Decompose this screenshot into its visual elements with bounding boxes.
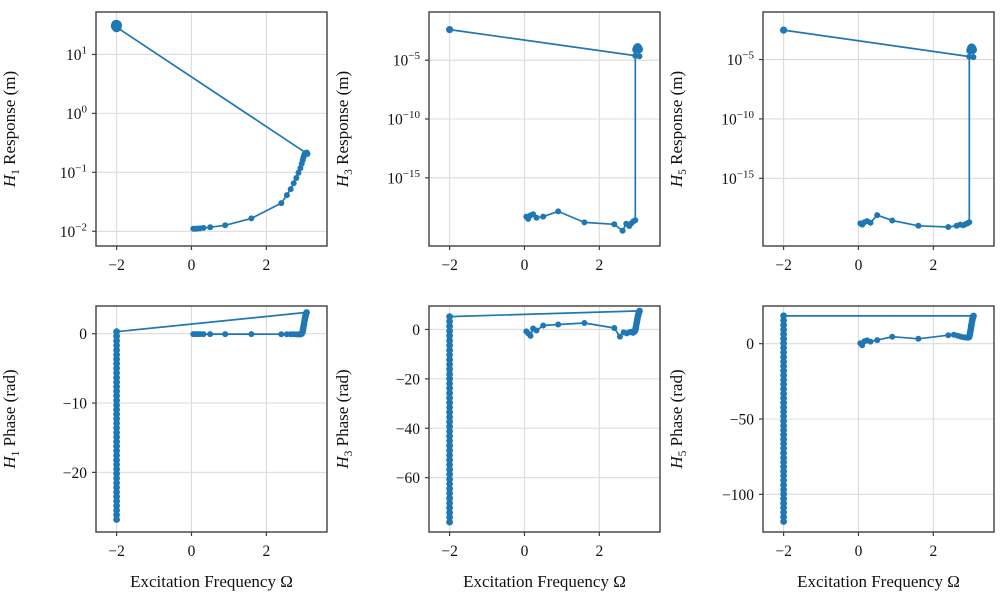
svg-text:−40: −40 [396,421,420,438]
svg-text:−50: −50 [730,412,754,429]
svg-text:2: 2 [929,543,937,560]
svg-text:0: 0 [855,543,863,560]
svg-text:2: 2 [929,257,937,274]
svg-text:−2: −2 [108,257,125,274]
svg-text:101: 101 [66,44,87,64]
svg-text:H1 Response (m): H1 Response (m) [0,71,22,188]
svg-text:10−10: 10−10 [387,109,420,129]
svg-text:0: 0 [521,257,529,274]
h3-response-chart: −2 0 2 10−5 10−10 10−15 H3 Response (m) [333,11,661,274]
svg-text:10−15: 10−15 [721,168,754,188]
svg-text:Excitation Frequency Ω: Excitation Frequency Ω [130,572,293,591]
svg-text:−20: −20 [396,371,420,388]
svg-text:10−1: 10−1 [60,162,87,182]
subplot-h5-response: −2 0 2 10−5 10−10 10−15 H5 Response (m) [667,0,1000,300]
svg-text:0: 0 [188,543,196,560]
svg-text:10−5: 10−5 [727,50,755,70]
svg-text:H5 Phase (rad): H5 Phase (rad) [667,369,689,469]
svg-text:2: 2 [262,257,270,274]
subplot-h3-response: −2 0 2 10−5 10−10 10−15 H3 Response (m) [333,0,666,300]
svg-text:Excitation Frequency Ω: Excitation Frequency Ω [797,572,960,591]
svg-text:−2: −2 [775,543,792,560]
svg-text:0: 0 [746,336,754,353]
svg-text:−100: −100 [722,487,754,504]
svg-text:H3 Response (m): H3 Response (m) [333,71,355,188]
subplot-h1-phase: −2 0 2 0 −10 −20 H1 Phase (rad) Excitation Freq… [0,300,333,600]
subplot-h5-phase: −2 0 2 0 −50 −100 H5 Phase (rad) Excitation Fre… [667,300,1000,600]
svg-text:10−2: 10−2 [60,221,87,241]
h5-phase-chart: −2 0 2 0 −50 −100 H5 Phase (rad) Excitation Fre… [667,305,995,591]
subplot-h3-phase: −2 0 2 0 −20 −40 −60 H3 Phase (rad) Excitation F… [333,300,666,600]
svg-text:2: 2 [595,257,603,274]
svg-text:−2: −2 [108,543,125,560]
svg-text:0: 0 [412,322,420,339]
svg-text:Excitation Frequency Ω: Excitation Frequency Ω [463,572,626,591]
h1-response-chart: −2 0 2 101 100 10−1 10−2 H1 Response (m) [0,11,328,274]
subplot-h1-response: −2 0 2 101 100 10−1 10−2 H1 Response (m) [0,0,333,300]
svg-text:−20: −20 [63,465,87,482]
svg-text:H5 Response (m): H5 Response (m) [667,71,689,188]
svg-text:0: 0 [188,257,196,274]
svg-text:H3 Phase (rad): H3 Phase (rad) [333,369,355,469]
svg-text:100: 100 [66,103,88,123]
svg-text:0: 0 [79,326,87,343]
svg-text:−10: −10 [63,396,87,413]
svg-text:10−15: 10−15 [387,168,420,188]
h5-response-chart: −2 0 2 10−5 10−10 10−15 H5 Response (m) [667,11,995,274]
svg-text:H1 Phase (rad): H1 Phase (rad) [0,369,22,469]
svg-text:10−5: 10−5 [393,50,421,70]
svg-text:−2: −2 [441,257,458,274]
svg-text:0: 0 [521,543,529,560]
svg-text:−60: −60 [396,470,420,487]
svg-text:−2: −2 [775,257,792,274]
svg-text:0: 0 [855,257,863,274]
svg-text:−2: −2 [441,543,458,560]
svg-text:2: 2 [595,543,603,560]
svg-text:10−10: 10−10 [721,109,754,129]
svg-text:2: 2 [262,543,270,560]
